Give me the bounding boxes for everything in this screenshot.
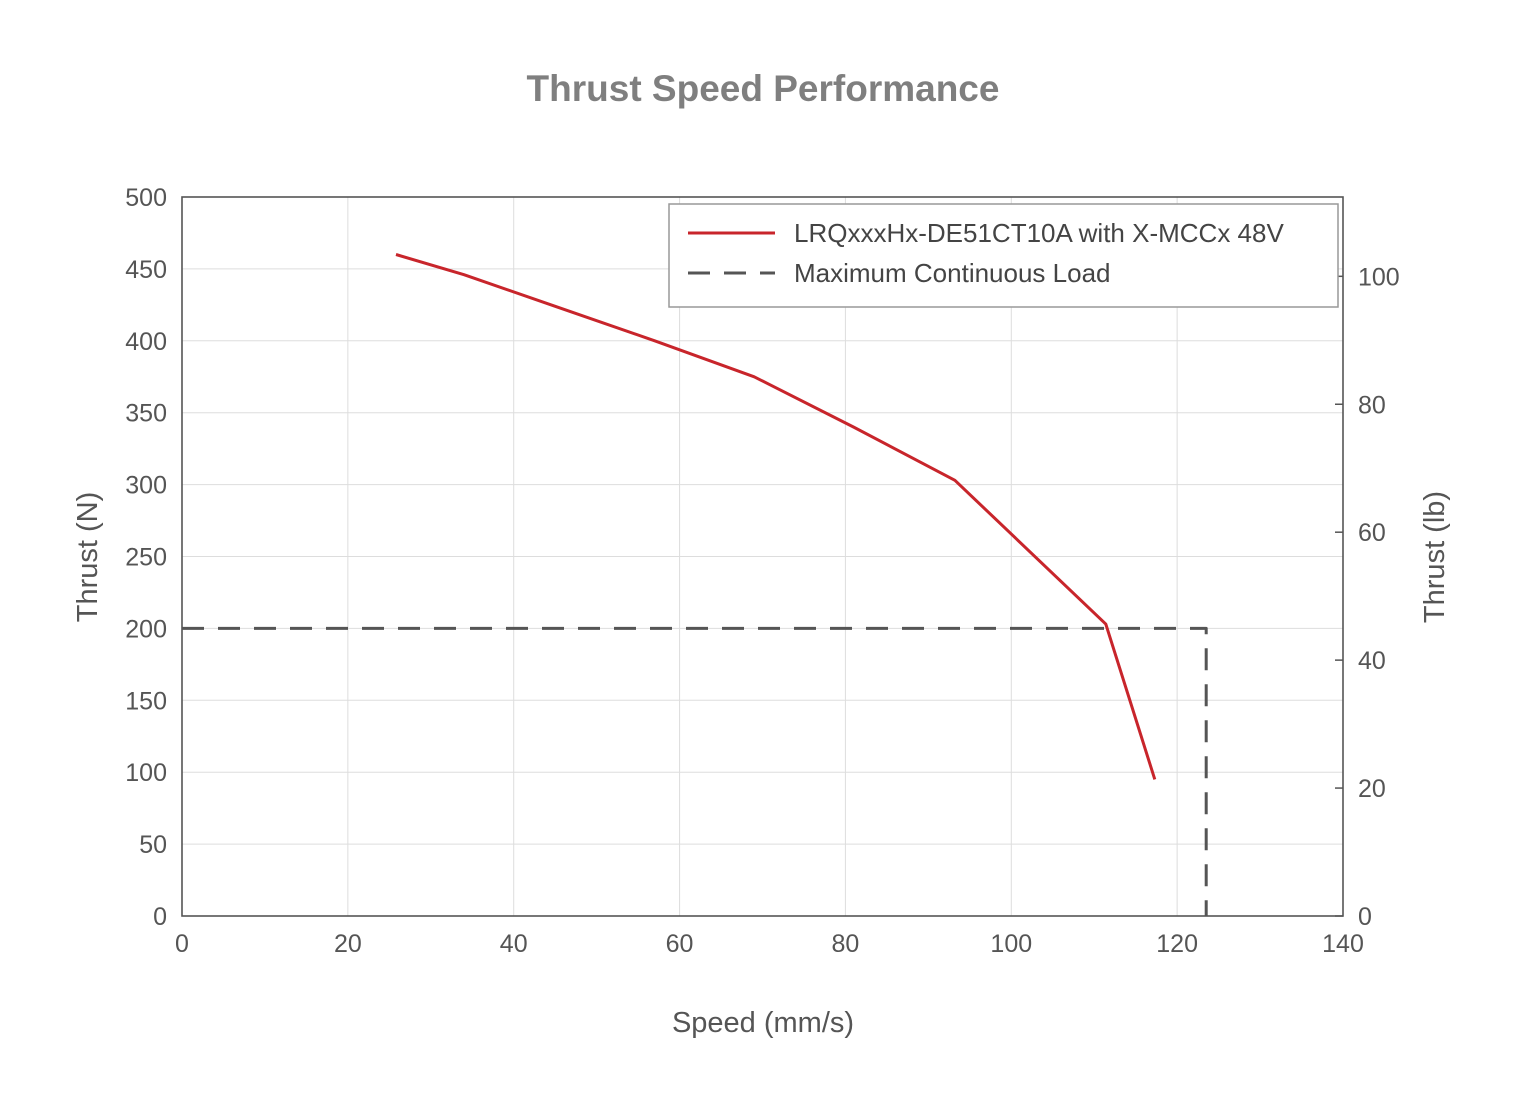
y2-axis-label: Thrust (lb)	[1419, 491, 1451, 623]
y-tick-label-2: 100	[125, 759, 167, 787]
y-tick-label-0: 0	[153, 903, 167, 931]
y-tick-label-8: 400	[125, 328, 167, 356]
y-tick-label-4: 200	[125, 615, 167, 643]
x-axis-ticks: 0 20 40 60 80 100 120 140	[175, 930, 1364, 958]
x-tick-label-6: 120	[1156, 930, 1198, 958]
x-tick-label-5: 100	[990, 930, 1032, 958]
legend: LRQxxxHx-DE51CT10A with X-MCCx 48V Maxim…	[668, 203, 1339, 308]
y2-tick-label-3: 60	[1358, 519, 1386, 547]
y2-tick-label-1: 20	[1358, 775, 1386, 803]
y-tick-label-1: 50	[139, 831, 167, 859]
y-tick-label-7: 350	[125, 400, 167, 428]
y-tick-label-10: 500	[125, 184, 167, 212]
x-tick-label-3: 60	[666, 930, 694, 958]
y2-tick-label-2: 40	[1358, 647, 1386, 675]
legend-label-series-1: LRQxxxHx-DE51CT10A with X-MCCx 48V	[794, 218, 1284, 248]
y-tick-label-6: 300	[125, 472, 167, 500]
y2-tick-label-0: 0	[1358, 903, 1372, 931]
plot-series	[182, 253, 1208, 916]
legend-box	[668, 203, 1339, 308]
x-tick-label-1: 20	[334, 930, 362, 958]
y-tick-label-3: 150	[125, 687, 167, 715]
y-axis-label: Thrust (N)	[72, 492, 104, 623]
y-tick-label-9: 450	[125, 256, 167, 284]
series-line-1	[395, 253, 1157, 780]
legend-label-series-2: Maximum Continuous Load	[794, 258, 1111, 288]
x-axis-label: Speed (mm/s)	[672, 1007, 854, 1039]
x-tick-label-2: 40	[500, 930, 528, 958]
y-axis-ticks: 0 50 100 150 200 250 300 350 400 450 500	[125, 184, 167, 931]
y2-axis-ticks: 0 20 40 60 80 100	[1335, 263, 1400, 931]
chart-title: Thrust Speed Performance	[527, 68, 1000, 109]
x-tick-label-0: 0	[175, 930, 189, 958]
series-line-2	[182, 626, 1208, 916]
x-tick-label-7: 140	[1322, 930, 1364, 958]
x-tick-label-4: 80	[832, 930, 860, 958]
y2-tick-label-4: 80	[1358, 391, 1386, 419]
y2-tick-label-5: 100	[1358, 263, 1400, 291]
y-tick-label-5: 250	[125, 544, 167, 572]
plot-frame	[181, 196, 1344, 917]
